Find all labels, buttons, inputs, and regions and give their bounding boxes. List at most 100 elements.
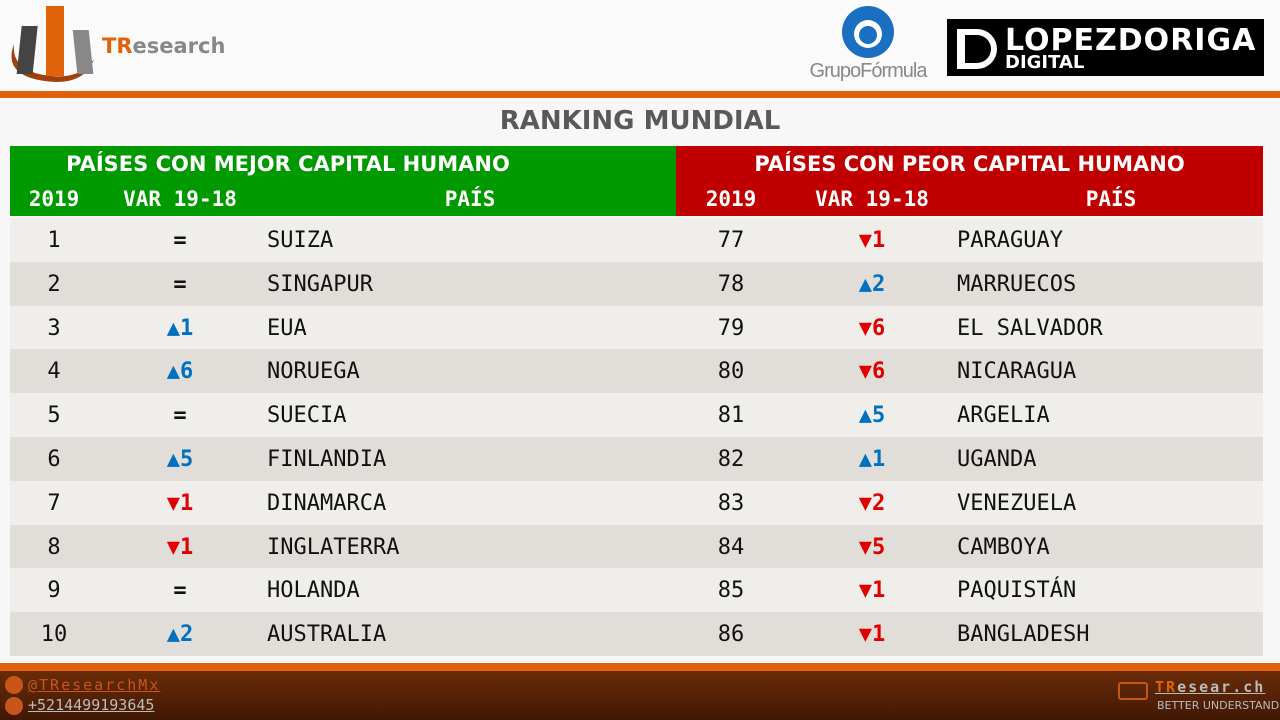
table-row: 2 = SINGAPUR 78 ▲2 MARRUECOS [10, 261, 1263, 306]
table-row: 5 = SUECIA 81 ▲5 ARGELIA [10, 393, 1263, 437]
best-rank: 2 [47, 271, 61, 297]
triangle-down-icon: ▼ [858, 359, 872, 385]
best-var: = [130, 228, 230, 253]
triangle-up-icon: ▲ [858, 271, 872, 297]
best-var: ▼1 [130, 535, 230, 560]
triangle-down-icon: ▼ [858, 490, 872, 516]
var-value: 1 [872, 622, 886, 648]
triangle-down-icon: ▼ [858, 622, 872, 648]
worst-var: ▼1 [822, 578, 922, 603]
best-var: ▼1 [130, 491, 230, 516]
best-country: SINGAPUR [267, 271, 373, 297]
worst-country: VENEZUELA [957, 490, 1077, 516]
best-rank: 7 [47, 490, 61, 516]
best-rank: 6 [47, 446, 61, 472]
var-value: 2 [180, 622, 194, 648]
tagline: BETTER UNDERSTAND [1157, 699, 1280, 712]
best-header: PAÍSES CON MEJOR CAPITAL HUMANO 2019 VAR… [10, 146, 676, 216]
worst-rank: 84 [717, 534, 745, 560]
worst-rank: 86 [717, 622, 745, 648]
divider [0, 91, 1280, 98]
worst-rank: 80 [717, 359, 745, 385]
best-rank: 4 [47, 359, 61, 385]
var-value: 5 [180, 446, 194, 472]
worst-var: ▼1 [822, 228, 922, 253]
var-value: 5 [872, 534, 886, 560]
best-rank: 8 [47, 534, 61, 560]
best-var: ▲2 [130, 622, 230, 647]
best-country: AUSTRALIA [267, 622, 387, 648]
best-country: DINAMARCA [267, 490, 387, 516]
worst-var: ▼6 [822, 316, 922, 341]
worst-country: ARGELIA [957, 403, 1050, 429]
var-value: 1 [180, 315, 194, 341]
lopezdoriga-icon [957, 29, 997, 69]
triangle-up-icon: ▲ [166, 359, 180, 385]
worst-country: MARRUECOS [957, 271, 1077, 297]
triangle-up-icon: ▲ [858, 446, 872, 472]
triangle-up-icon: ▲ [858, 403, 872, 429]
site-link[interactable]: TResear.ch [1155, 678, 1266, 696]
best-rank: 5 [47, 403, 61, 429]
best-var: ▲5 [130, 447, 230, 472]
worst-var: ▼2 [822, 491, 922, 516]
var-value: 6 [872, 315, 886, 341]
var-value: 2 [872, 271, 886, 297]
table-row: 6 ▲5 FINLANDIA 82 ▲1 UGANDA [10, 436, 1263, 481]
twitter-link[interactable]: @TResearchMx [28, 676, 161, 694]
triangle-down-icon: ▼ [858, 578, 872, 604]
worst-country: EL SALVADOR [957, 315, 1103, 341]
triangle-down-icon: ▼ [166, 534, 180, 560]
header: TResearch GrupoFórmula LOPEZDORIGA DIGIT… [0, 0, 1280, 91]
var-value: 1 [872, 578, 886, 604]
triangle-down-icon: ▼ [858, 228, 872, 253]
no-change: = [173, 271, 187, 297]
worst-var: ▲2 [822, 272, 922, 297]
no-change: = [173, 578, 187, 604]
phone-link[interactable]: +5214499193645 [28, 696, 155, 714]
worst-country: BANGLADESH [957, 622, 1090, 648]
table-row: 4 ▲6 NORUEGA 80 ▼6 NICARAGUA [10, 349, 1263, 394]
triangle-up-icon: ▲ [166, 622, 180, 648]
best-var: = [130, 272, 230, 297]
triangle-down-icon: ▼ [858, 315, 872, 341]
ranking-table: 1 = SUIZA 77 ▼1 PARAGUAY 2 = SINGAPUR 78… [10, 218, 1263, 656]
best-var: = [130, 578, 230, 603]
tresearch-logo-icon [11, 6, 94, 82]
var-value: 6 [180, 359, 194, 385]
best-rank: 3 [47, 315, 61, 341]
page-title: RANKING MUNDIAL [499, 106, 781, 136]
worst-var: ▼6 [822, 359, 922, 384]
worst-country: CAMBOYA [957, 534, 1050, 560]
table-row: 8 ▼1 INGLATERRA 84 ▼ 5 CAMBOYA [10, 524, 1263, 569]
best-var: ▲1 [130, 316, 230, 341]
triangle-down-icon: ▼ [166, 490, 180, 516]
best-country: HOLANDA [267, 578, 360, 604]
best-country: NORUEGA [267, 359, 360, 385]
worst-rank: 83 [717, 490, 745, 516]
no-change: = [173, 403, 187, 429]
worst-rank: 78 [717, 271, 745, 297]
twitter-icon [5, 676, 23, 694]
worst-var: ▲1 [822, 447, 922, 472]
worst-var: ▼1 [822, 622, 922, 647]
triangle-up-icon: ▲ [166, 446, 180, 472]
tresearch-brand: TResearch [102, 34, 226, 58]
best-var: ▲6 [130, 359, 230, 384]
grupo-formula-icon [842, 6, 894, 58]
worst-rank: 82 [717, 446, 745, 472]
worst-country: UGANDA [957, 446, 1037, 472]
worst-var: ▲5 [822, 403, 922, 428]
best-country: FINLANDIA [267, 446, 387, 472]
table-row: 1 = SUIZA 77 ▼1 PARAGUAY [10, 218, 1263, 262]
tresearch-logo: TResearch [6, 4, 225, 88]
worst-rank: 81 [717, 403, 745, 429]
var-value: 1 [872, 228, 886, 253]
var-value: 5 [872, 403, 886, 429]
best-country: INGLATERRA [267, 534, 400, 560]
worst-header: PAÍSES CON PEOR CAPITAL HUMANO 2019 VAR … [676, 146, 1263, 216]
lopezdoriga-logo: LOPEZDORIGA DIGITAL [947, 19, 1264, 76]
worst-rank: 79 [717, 315, 745, 341]
var-value: 1 [180, 534, 194, 560]
table-row: 7 ▼1 DINAMARCA 83 ▼2 VENEZUELA [10, 480, 1263, 525]
